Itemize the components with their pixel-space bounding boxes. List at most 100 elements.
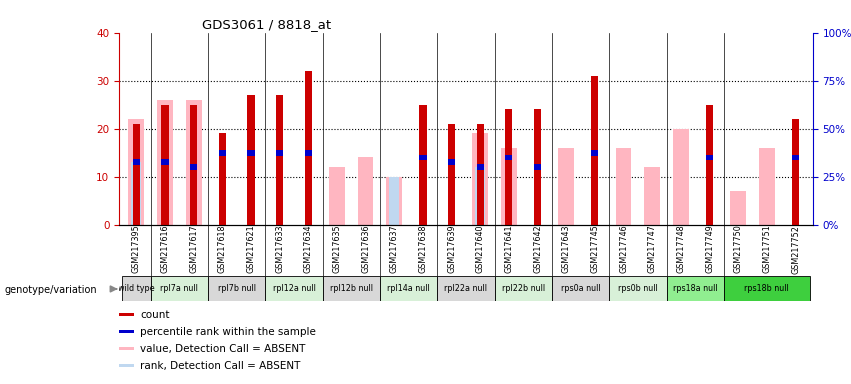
- Bar: [131, 162, 141, 225]
- Text: GSM217638: GSM217638: [419, 225, 427, 273]
- Bar: [380, 276, 437, 301]
- Bar: [119, 347, 134, 350]
- Bar: [448, 159, 455, 165]
- Bar: [305, 71, 311, 225]
- Bar: [558, 148, 574, 225]
- Text: rpl7b null: rpl7b null: [218, 285, 255, 293]
- Bar: [505, 109, 512, 225]
- Bar: [219, 134, 226, 225]
- Text: count: count: [140, 310, 170, 320]
- Bar: [276, 150, 283, 156]
- Text: GSM217745: GSM217745: [591, 225, 599, 273]
- Bar: [609, 276, 666, 301]
- Bar: [420, 155, 426, 161]
- Text: GSM217752: GSM217752: [791, 225, 800, 273]
- Text: GSM217633: GSM217633: [275, 225, 284, 273]
- Bar: [186, 100, 202, 225]
- Text: GSM217621: GSM217621: [247, 225, 255, 273]
- Text: GSM217746: GSM217746: [619, 225, 628, 273]
- Text: GSM217747: GSM217747: [648, 225, 657, 273]
- Bar: [323, 276, 380, 301]
- Text: GSM217749: GSM217749: [705, 225, 714, 273]
- Bar: [122, 276, 151, 301]
- Text: GSM217751: GSM217751: [762, 225, 771, 273]
- Bar: [501, 148, 517, 225]
- Text: wild type: wild type: [118, 285, 155, 293]
- Text: rank, Detection Call = ABSENT: rank, Detection Call = ABSENT: [140, 361, 300, 371]
- Text: GSM217643: GSM217643: [562, 225, 571, 273]
- Text: GSM217636: GSM217636: [361, 225, 370, 273]
- Bar: [119, 330, 134, 333]
- Bar: [494, 276, 552, 301]
- Text: GSM217634: GSM217634: [304, 225, 313, 273]
- Bar: [151, 276, 208, 301]
- Text: rpl22a null: rpl22a null: [444, 285, 488, 293]
- Bar: [730, 191, 746, 225]
- Bar: [162, 159, 168, 165]
- Text: rpl14a null: rpl14a null: [387, 285, 430, 293]
- Bar: [792, 119, 799, 225]
- Text: GSM217750: GSM217750: [734, 225, 743, 273]
- Bar: [329, 167, 345, 225]
- Bar: [759, 148, 774, 225]
- Text: rpl7a null: rpl7a null: [160, 285, 198, 293]
- Bar: [133, 124, 140, 225]
- Bar: [437, 276, 494, 301]
- Bar: [129, 119, 144, 225]
- Bar: [276, 95, 283, 225]
- Bar: [357, 157, 374, 225]
- Bar: [724, 276, 810, 301]
- Text: genotype/variation: genotype/variation: [4, 285, 97, 295]
- Bar: [591, 150, 598, 156]
- Bar: [305, 150, 311, 156]
- Text: GSM217617: GSM217617: [189, 225, 198, 273]
- Text: rpl12b null: rpl12b null: [330, 285, 373, 293]
- Text: GSM217640: GSM217640: [476, 225, 485, 273]
- Bar: [472, 134, 488, 225]
- Text: rps18b null: rps18b null: [745, 285, 789, 293]
- Bar: [248, 150, 254, 156]
- Text: GSM217642: GSM217642: [533, 225, 542, 273]
- Text: rps0a null: rps0a null: [561, 285, 600, 293]
- Bar: [706, 155, 713, 161]
- Bar: [157, 100, 173, 225]
- Bar: [190, 105, 197, 225]
- Text: GSM217641: GSM217641: [505, 225, 513, 273]
- Bar: [162, 105, 168, 225]
- Text: value, Detection Call = ABSENT: value, Detection Call = ABSENT: [140, 344, 306, 354]
- Bar: [266, 276, 323, 301]
- Bar: [119, 313, 134, 316]
- Bar: [190, 164, 197, 170]
- Text: rpl12a null: rpl12a null: [272, 285, 316, 293]
- Bar: [475, 167, 485, 225]
- Text: GSM217395: GSM217395: [132, 225, 140, 273]
- Bar: [386, 177, 403, 225]
- Bar: [477, 124, 484, 225]
- Bar: [534, 164, 541, 170]
- Bar: [706, 105, 713, 225]
- Bar: [389, 177, 399, 225]
- Bar: [448, 124, 455, 225]
- Text: GSM217637: GSM217637: [390, 225, 399, 273]
- Text: rps18a null: rps18a null: [673, 285, 717, 293]
- Bar: [505, 155, 512, 161]
- Bar: [644, 167, 660, 225]
- Bar: [477, 164, 484, 170]
- Bar: [208, 276, 266, 301]
- Bar: [591, 76, 598, 225]
- Text: GSM217616: GSM217616: [161, 225, 169, 273]
- Bar: [248, 95, 254, 225]
- Text: rpl22b null: rpl22b null: [502, 285, 545, 293]
- Text: GDS3061 / 8818_at: GDS3061 / 8818_at: [203, 18, 332, 31]
- Text: GSM217639: GSM217639: [447, 225, 456, 273]
- Text: rps0b null: rps0b null: [618, 285, 658, 293]
- Bar: [133, 159, 140, 165]
- Text: GSM217748: GSM217748: [677, 225, 685, 273]
- Bar: [219, 150, 226, 156]
- Bar: [673, 129, 688, 225]
- Bar: [792, 155, 799, 161]
- Bar: [552, 276, 609, 301]
- Bar: [666, 276, 724, 301]
- Text: GSM217618: GSM217618: [218, 225, 227, 273]
- Bar: [615, 148, 631, 225]
